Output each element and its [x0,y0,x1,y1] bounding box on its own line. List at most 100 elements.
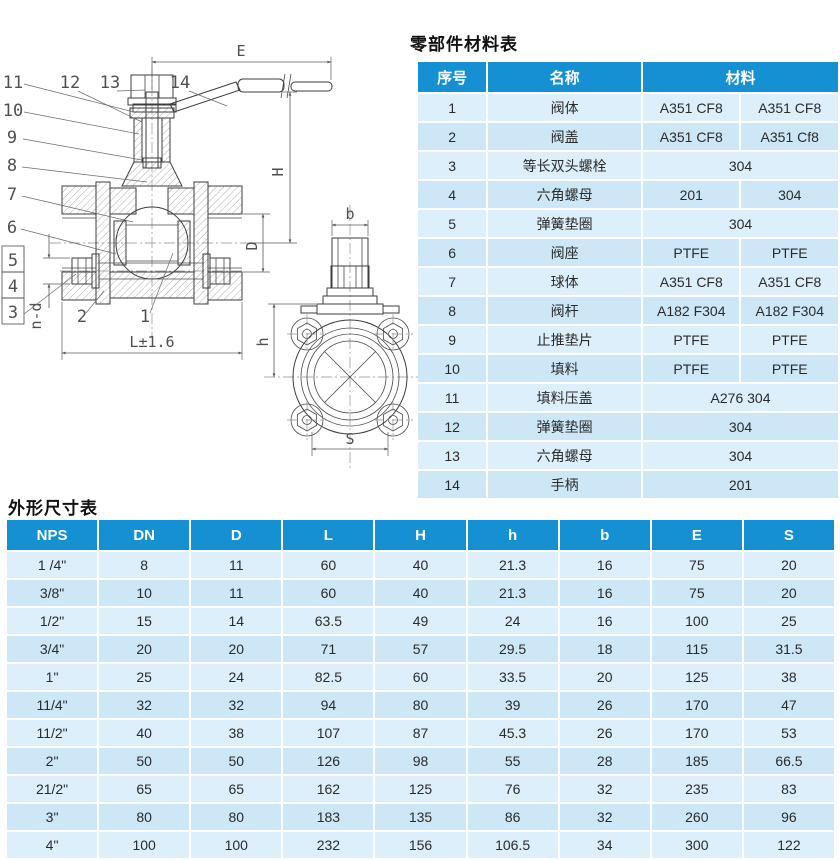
dimensions-cell-NPS: 3" [7,804,98,830]
dimensions-cell-E: 185 [651,748,742,774]
dimensions-cell-DN: 10 [99,580,190,606]
body-top-wall [167,187,195,215]
dimensions-cell-D: 11 [191,580,282,606]
materials-cell-material-2: PTFE [741,355,838,382]
dimensions-cell-DN: 100 [99,832,190,858]
dimensions-cell-h: 21.3 [467,552,558,578]
dimensions-cell-H: 135 [375,804,466,830]
dimensions-row: 11/4" 32 32 94 80 39 26 170 47 [7,692,834,718]
dimensions-cell-h: 21.3 [467,580,558,606]
dimensions-cell-b: 34 [559,832,650,858]
dim-label-H: H [269,167,287,176]
dimensions-table-body: 1 /4" 8 11 60 40 21.3 16 75 20 3/8" 10 11 60 40 21.3 16… [7,552,834,858]
materials-header-row: 序号 名称 材料 [418,62,838,92]
dimensions-cell-L: 60 [283,580,374,606]
dimensions-cell-DN: 20 [99,636,190,662]
dimensions-cell-E: 75 [651,580,742,606]
dimensions-cell-H: 60 [375,664,466,690]
dimensions-cell-S: 25 [743,608,834,634]
dimensions-row: 3/4" 20 20 71 57 29.5 18 115 31.5 [7,636,834,662]
dimensions-row: 1 /4" 8 11 60 40 21.3 16 75 20 [7,552,834,578]
dimensions-cell-H: 40 [375,580,466,606]
dimensions-cell-E: 235 [651,776,742,802]
materials-cell-no: 8 [418,297,487,324]
materials-row: 6 阀座 PTFE PTFE [418,239,838,266]
packing-box-wall [161,117,171,163]
valve-seat-right [177,220,191,266]
materials-cell-material: 201 [643,471,838,498]
dim-label-D: D [243,241,261,250]
packing-box-wall [133,117,143,163]
end-cap-left-wall [61,185,97,215]
dim-label-nd: n-d [27,302,45,329]
break-mark [280,73,286,99]
dim-label-L: L±1.6 [129,333,174,351]
callout-6: 6 [7,218,17,238]
callout-1: 1 [140,307,150,327]
materials-cell-no: 4 [418,181,487,208]
materials-cell-material-2: A351 CF8 [741,268,838,295]
dimensions-cell-D: 100 [191,832,282,858]
dimensions-cell-S: 20 [743,580,834,606]
break-mark [286,73,292,99]
materials-cell-name: 弹簧垫圈 [488,413,642,440]
materials-cell-material: 304 [643,442,838,469]
dimensions-row: 1/2" 15 14 63.5 49 24 16 100 25 [7,608,834,634]
dimensions-row: 21/2" 65 65 162 125 76 32 235 83 [7,776,834,802]
materials-table-title: 零部件材料表 [410,35,518,54]
dimensions-header-H: H [375,520,466,550]
callout-5: 5 [8,251,18,271]
dimensions-cell-E: 170 [651,692,742,718]
handle-arm [169,81,241,113]
handle-grip [237,78,285,93]
materials-row: 5 弹簧垫圈 304 [418,210,838,237]
dimensions-header-DN: DN [99,520,190,550]
dimensions-header-D: D [191,520,282,550]
materials-cell-material-1: PTFE [643,239,740,266]
valve-seat-left [113,220,127,266]
callout-14: 14 [170,73,190,93]
dimensions-row: 3/8" 10 11 60 40 21.3 16 75 20 [7,580,834,606]
dimensions-cell-E: 75 [651,552,742,578]
dimensions-cell-L: 71 [283,636,374,662]
materials-row: 10 填料 PTFE PTFE [418,355,838,382]
callout-2: 2 [77,307,87,327]
handle-mount [132,103,177,113]
dimensions-cell-E: 115 [651,636,742,662]
dimensions-cell-L: 162 [283,776,374,802]
materials-cell-material: 304 [643,210,838,237]
dimensions-cell-h: 106.5 [467,832,558,858]
dimensions-cell-D: 50 [191,748,282,774]
dimensions-cell-L: 232 [283,832,374,858]
callout-11: 11 [3,73,23,93]
leader-line [23,273,77,315]
dimensions-cell-L: 63.5 [283,608,374,634]
dimensions-cell-DN: 25 [99,664,190,690]
dimensions-cell-b: 26 [559,720,650,746]
dimensions-cell-E: 300 [651,832,742,858]
materials-cell-material-1: A182 F304 [643,297,740,324]
materials-cell-name: 阀盖 [488,123,642,150]
materials-cell-no: 5 [418,210,487,237]
materials-cell-material-1: 201 [643,181,740,208]
dimensions-cell-h: 76 [467,776,558,802]
callout-box [1,297,25,325]
gland-plate [129,107,175,119]
dimensions-cell-S: 66.5 [743,748,834,774]
dimensions-row: 4" 100 100 232 156 106.5 34 300 122 [7,832,834,858]
flange-ring-left [95,181,111,305]
callout-4: 4 [8,277,18,297]
dimensions-cell-S: 53 [743,720,834,746]
dimensions-cell-NPS: 1" [7,664,98,690]
dim-label-E: E [236,42,245,60]
materials-cell-name: 六角螺母 [488,181,642,208]
flange-ring-right [193,181,209,305]
materials-row: 12 弹簧垫圈 304 [418,413,838,440]
materials-table-body: 1 阀体 A351 CF8 A351 CF8 2 阀盖 A351 CF8 A351 Cf8 3 等… [418,94,838,498]
leader-line [21,195,134,223]
dimensions-cell-S: 83 [743,776,834,802]
materials-cell-material-2: 304 [741,181,838,208]
materials-cell-no: 13 [418,442,487,469]
leader-line [85,290,105,314]
dimensions-cell-D: 24 [191,664,282,690]
